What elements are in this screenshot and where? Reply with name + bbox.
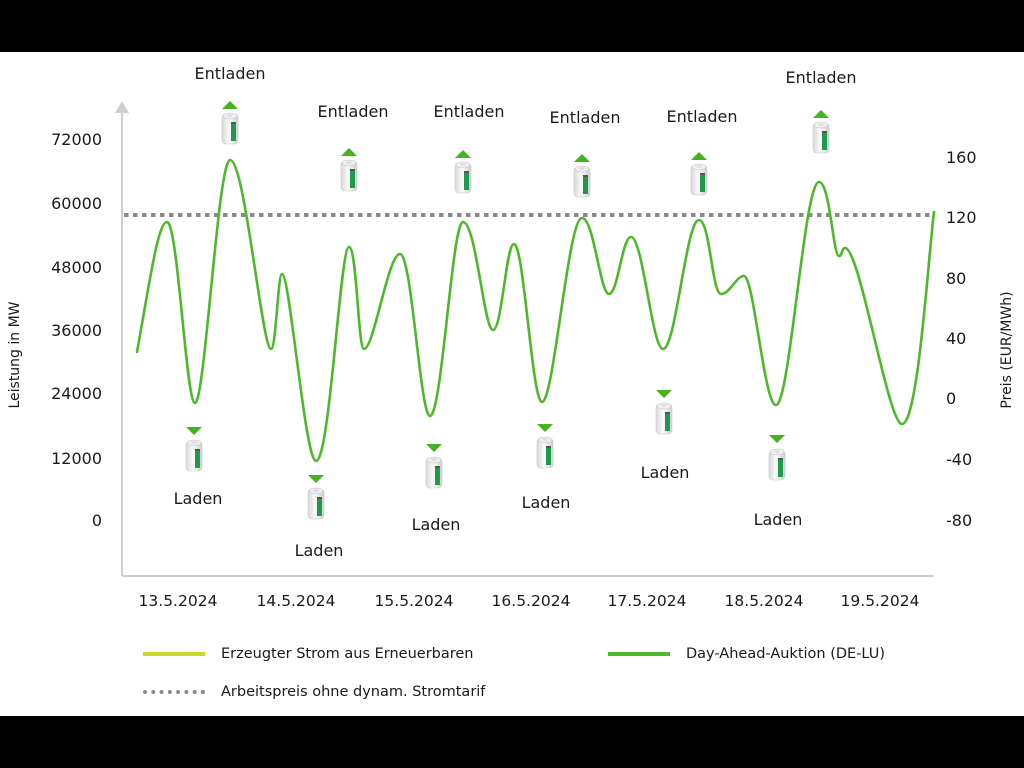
svg-text:Laden: Laden — [522, 493, 571, 512]
left-tick: 60000 — [51, 194, 102, 213]
battery-icon — [812, 121, 830, 154]
arrow-down-icon — [308, 475, 324, 483]
battery-icon — [655, 402, 673, 435]
left-axis-title: Leistung in MW — [7, 301, 23, 408]
x-tick: 16.5.2024 — [492, 592, 571, 610]
right-tick: 120 — [946, 208, 977, 227]
svg-text:Entladen: Entladen — [550, 108, 621, 127]
discharge-marker: Entladen — [786, 68, 857, 154]
charge-marker: Laden — [412, 444, 461, 534]
x-tick: 18.5.2024 — [725, 592, 804, 610]
svg-text:Entladen: Entladen — [195, 64, 266, 83]
arrow-up-icon — [455, 150, 471, 158]
right-axis-ticks: 160 120 80 40 0 -40 -80 — [946, 148, 977, 530]
legend-label: Day-Ahead-Auktion (DE-LU) — [686, 646, 886, 662]
axis-arrow-icon — [115, 101, 129, 113]
charge-marker: Laden — [174, 427, 223, 508]
arrow-up-icon — [691, 152, 707, 160]
charge-marker: Laden — [522, 424, 571, 512]
arrow-down-icon — [537, 424, 553, 432]
charge-marker: Laden — [754, 435, 803, 529]
battery-icon — [340, 159, 358, 192]
chart-canvas: 72000 60000 48000 36000 24000 12000 0 Le… — [0, 52, 1024, 716]
arrow-up-icon — [222, 101, 238, 109]
legend-swatch-renewables — [143, 652, 205, 656]
x-tick: 13.5.2024 — [139, 592, 218, 610]
arrow-down-icon — [769, 435, 785, 443]
left-tick: 0 — [92, 511, 102, 530]
discharge-markers: Entladen Entladen Entladen Entladen Entl… — [195, 64, 857, 198]
arrow-up-icon — [813, 110, 829, 118]
battery-icon — [690, 163, 708, 196]
arrow-down-icon — [656, 390, 672, 398]
legend-item-day-ahead: Day-Ahead-Auktion (DE-LU) — [608, 646, 885, 662]
battery-icon — [307, 487, 325, 520]
legend-label: Erzeugter Strom aus Erneuerbaren — [221, 646, 474, 662]
discharge-marker: Entladen — [318, 102, 389, 192]
legend-label: Arbeitspreis ohne dynam. Stromtarif — [221, 684, 486, 700]
battery-icon — [221, 112, 239, 145]
x-tick: 15.5.2024 — [375, 592, 454, 610]
left-tick: 72000 — [51, 130, 102, 149]
battery-icon — [768, 448, 786, 481]
legend-swatch-day-ahead — [608, 652, 670, 656]
battery-icon — [536, 436, 554, 469]
right-tick: 40 — [946, 329, 966, 348]
svg-text:Entladen: Entladen — [667, 107, 738, 126]
discharge-marker: Entladen — [550, 108, 621, 198]
charge-marker: Laden — [295, 475, 344, 560]
left-tick: 24000 — [51, 384, 102, 403]
x-axis-ticks: 13.5.2024 14.5.2024 15.5.2024 16.5.2024 … — [139, 592, 920, 610]
svg-text:Laden: Laden — [754, 510, 803, 529]
charge-markers: Laden Laden Laden Laden Laden Laden — [174, 390, 803, 560]
chart-svg: 72000 60000 48000 36000 24000 12000 0 Le… — [7, 64, 1015, 610]
left-axis-ticks: 72000 60000 48000 36000 24000 12000 0 — [51, 130, 102, 530]
svg-text:Laden: Laden — [641, 463, 690, 482]
arrow-down-icon — [426, 444, 442, 452]
left-tick: 48000 — [51, 258, 102, 277]
day-ahead-price-line — [135, 158, 936, 463]
right-tick: 0 — [946, 389, 956, 408]
svg-text:Laden: Laden — [295, 541, 344, 560]
legend-item-fixed-price: Arbeitspreis ohne dynam. Stromtarif — [143, 684, 485, 700]
left-tick: 36000 — [51, 321, 102, 340]
battery-icon — [425, 456, 443, 489]
arrow-up-icon — [574, 154, 590, 162]
svg-text:Entladen: Entladen — [786, 68, 857, 87]
right-tick: -40 — [946, 450, 972, 469]
charge-marker: Laden — [641, 390, 690, 482]
right-tick: 80 — [946, 269, 966, 288]
svg-text:Entladen: Entladen — [434, 102, 505, 121]
arrow-down-icon — [186, 427, 202, 435]
discharge-marker: Entladen — [195, 64, 266, 145]
svg-text:Laden: Laden — [174, 489, 223, 508]
right-axis-title: Preis (EUR/MWh) — [999, 291, 1015, 408]
x-tick: 17.5.2024 — [608, 592, 687, 610]
discharge-marker: Entladen — [434, 102, 505, 194]
left-tick: 12000 — [51, 449, 102, 468]
legend-swatch-fixed-price — [143, 690, 205, 694]
battery-icon — [454, 161, 472, 194]
arrow-up-icon — [341, 148, 357, 156]
right-tick: 160 — [946, 148, 977, 167]
x-tick: 19.5.2024 — [841, 592, 920, 610]
x-tick: 14.5.2024 — [257, 592, 336, 610]
left-axis — [115, 101, 129, 576]
battery-icon — [573, 165, 591, 198]
discharge-marker: Entladen — [667, 107, 738, 196]
svg-text:Laden: Laden — [412, 515, 461, 534]
legend-item-renewables: Erzeugter Strom aus Erneuerbaren — [143, 646, 474, 662]
right-tick: -80 — [946, 511, 972, 530]
battery-icon — [185, 439, 203, 472]
svg-text:Entladen: Entladen — [318, 102, 389, 121]
